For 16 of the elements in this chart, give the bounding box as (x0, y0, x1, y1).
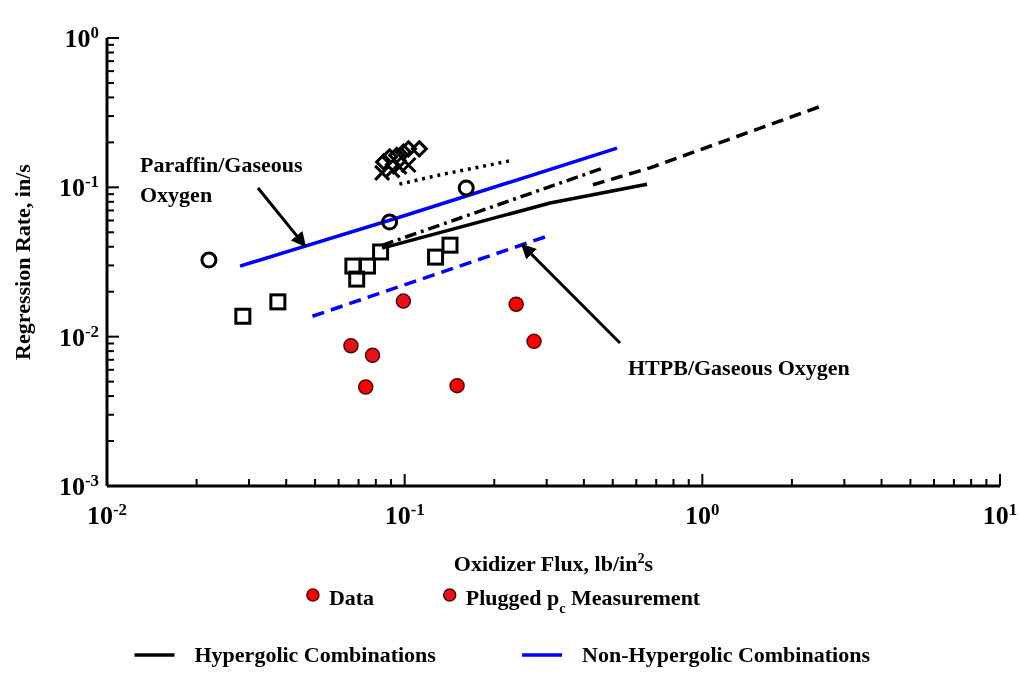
annotation: Paraffin/Gaseous Oxygen (140, 152, 303, 207)
annotation: HTPB/Gaseous Oxygen (628, 355, 850, 380)
x-tick-label: 10$^{0}$ (685, 499, 720, 530)
x-tick-label: 10$^{-1}$ (384, 499, 425, 530)
y-tick-label: 10$^{-3}$ (58, 470, 99, 501)
y-tick-label: 10$^{-2}$ (58, 321, 99, 352)
x-tick-label: 10$^{1}$ (982, 499, 1018, 530)
x-tick-label: 10$^{-2}$ (86, 499, 128, 530)
y-tick-label: 10$^{-1}$ (58, 171, 99, 203)
legend-label: Data (328, 585, 375, 610)
y-axis-title: Regression Rate, in/s (10, 163, 35, 360)
legend-label: Non-Hypergolic Combinations (582, 642, 871, 667)
y-tick-label: 10$^{0}$ (64, 22, 99, 53)
legend-label: Hypergolic Combinations (194, 642, 437, 667)
x-axis-title: Oxidizer Flux, lb/in$^{2}$s (453, 550, 654, 576)
legend-label: Plugged p$_{c}$ Measurement (465, 585, 701, 616)
